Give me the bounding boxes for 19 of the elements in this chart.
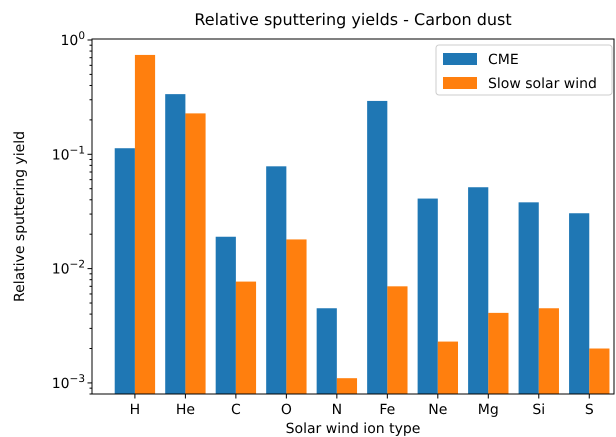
x-tick-label: He xyxy=(176,402,195,418)
chart-title: Relative sputtering yields - Carbon dust xyxy=(194,10,512,29)
legend-label: Slow solar wind xyxy=(488,76,597,92)
x-tick-label: C xyxy=(230,402,241,418)
x-tick-label: Fe xyxy=(379,402,396,418)
x-tick-label: Ne xyxy=(428,402,448,418)
x-tick-label: H xyxy=(130,402,140,418)
y-tick-label: 10$^{0}$ xyxy=(60,30,85,49)
y-tick-label: 10$^{−2}$ xyxy=(52,258,85,278)
y-tick-label: 10$^{−1}$ xyxy=(52,144,85,164)
y-axis-title: Relative sputtering yield xyxy=(12,131,28,302)
x-tick-label: Si xyxy=(532,402,546,418)
x-axis-title: Solar wind ion type xyxy=(286,421,420,437)
x-tick-label: N xyxy=(332,402,342,418)
legend-label: CME xyxy=(488,52,519,68)
x-tick-label: Mg xyxy=(478,402,499,418)
y-tick-label: 10$^{−3}$ xyxy=(52,372,85,392)
x-tick-label: S xyxy=(584,402,594,418)
x-tick-label: O xyxy=(280,402,292,418)
